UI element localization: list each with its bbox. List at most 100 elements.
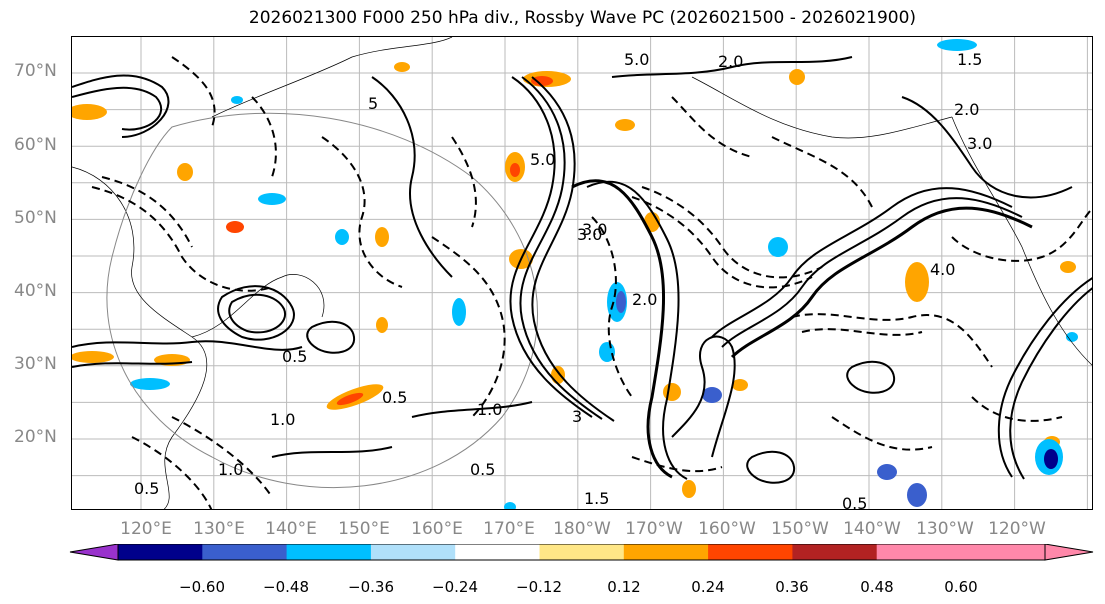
contour-label: 4.0 — [930, 260, 955, 279]
colorbar-segment — [708, 544, 793, 560]
shade-patch — [682, 480, 696, 498]
contour-line — [771, 136, 873, 208]
coastlines — [72, 37, 1092, 509]
colorbar-tick-label: −0.24 — [432, 578, 478, 596]
contour-label: 3.0 — [582, 220, 607, 239]
contour-line — [72, 340, 303, 351]
lon-label: 150°E — [338, 519, 390, 539]
contour-label: 0.5 — [282, 347, 307, 366]
lon-label: 130°E — [193, 519, 245, 539]
shade-patch — [130, 378, 170, 390]
contour-line — [997, 277, 1092, 478]
contour-line — [791, 313, 993, 368]
colorbar-tick-label: −0.48 — [263, 578, 309, 596]
shade-patch — [376, 317, 388, 333]
contour-line — [611, 56, 853, 78]
map-canvas: 5.0 5.0 2.0 1.5 3.0 2.0 3.0 4.0 0.5 0.5 … — [72, 37, 1092, 510]
colorbar-segment — [961, 544, 1046, 560]
contour-line — [72, 86, 163, 131]
contour-label: 1.0 — [270, 410, 295, 429]
contours-negative — [91, 56, 1092, 509]
coastline — [951, 116, 1092, 366]
contour-line — [531, 76, 615, 422]
colorbar-segment — [792, 544, 878, 560]
contour-line — [711, 187, 1013, 338]
shade-patch — [226, 221, 244, 233]
lat-label: 40°N — [14, 281, 57, 301]
shade-patch — [615, 119, 635, 131]
contour-line — [519, 76, 603, 420]
contour-line — [671, 335, 736, 458]
lon-label: 170°W — [625, 519, 683, 539]
colorbar-right-extend — [1044, 544, 1094, 561]
contour-line — [951, 207, 1092, 262]
contour-label: 0.5 — [134, 479, 159, 498]
map-panel: 5.0 5.0 2.0 1.5 3.0 2.0 3.0 4.0 0.5 0.5 … — [71, 36, 1093, 510]
colorbar — [69, 544, 1094, 561]
contour-label: 2.0 — [718, 52, 743, 71]
coastline — [691, 76, 953, 139]
contour-label: 3.0 — [967, 134, 992, 153]
colorbar-segment — [118, 544, 203, 560]
contour-line — [431, 236, 506, 418]
lon-label: 150°W — [771, 519, 829, 539]
shade-patch — [452, 298, 466, 326]
lat-label: 30°N — [14, 354, 57, 374]
contour-line — [171, 416, 273, 498]
colorbar-segment — [539, 544, 625, 560]
shade-patch — [1066, 332, 1078, 342]
lon-label: 170°E — [483, 519, 535, 539]
contour-line — [901, 96, 1073, 199]
contour-label: 1.0 — [218, 460, 243, 479]
contour-label: 5.0 — [624, 50, 649, 69]
contour-line — [1009, 287, 1092, 480]
contour-line — [730, 206, 1033, 359]
contour-line — [72, 361, 193, 368]
shade-patch — [937, 39, 977, 51]
coastline — [191, 274, 325, 338]
contour-label: 0.5 — [842, 494, 867, 510]
colorbar-segment — [876, 544, 962, 560]
contour-line — [251, 96, 277, 178]
shade-patch — [1060, 261, 1076, 273]
shade-patch — [375, 227, 389, 247]
colorbar-tick-label: 0.12 — [607, 578, 641, 596]
contour-line — [831, 416, 933, 451]
lon-label: 120°W — [988, 519, 1046, 539]
coastline — [72, 166, 208, 509]
contour-line — [671, 96, 753, 158]
contour-label: 2.0 — [632, 290, 657, 309]
shade-patch — [504, 502, 516, 509]
contour-line — [571, 179, 673, 479]
colorbar-segment — [202, 544, 288, 560]
shade-patch — [72, 104, 107, 120]
contour-line — [746, 450, 796, 484]
shade-patch — [231, 96, 243, 104]
colorbar-left-extend — [69, 544, 119, 561]
contour-line — [801, 328, 923, 336]
contour-line — [721, 197, 1023, 348]
contour-label: 1.0 — [477, 400, 502, 419]
shade-patch — [616, 291, 626, 313]
contour-line — [72, 74, 170, 138]
contour-line — [306, 320, 356, 354]
colorbar-segment — [455, 544, 540, 560]
shade-patch — [1044, 449, 1058, 469]
shade-patch — [905, 262, 929, 302]
contour-line — [846, 360, 896, 394]
contour-line — [641, 186, 823, 279]
contour-line — [171, 56, 216, 128]
contour-label: 0.5 — [382, 388, 407, 407]
contour-line — [411, 401, 533, 418]
lon-label: 140°W — [843, 519, 901, 539]
contour-label: 0.5 — [470, 460, 495, 479]
lon-label: 160°E — [411, 519, 463, 539]
colorbar-tick-label: 0.36 — [775, 578, 809, 596]
colorbar-tick-label: −0.60 — [179, 578, 225, 596]
colorbar-tick-label: −0.36 — [348, 578, 394, 596]
colorbar-tick-label: −0.12 — [516, 578, 562, 596]
contour-line — [228, 293, 287, 334]
contour-line — [631, 196, 813, 289]
shade-patch — [72, 351, 114, 363]
contour-label: 2.0 — [954, 100, 979, 119]
